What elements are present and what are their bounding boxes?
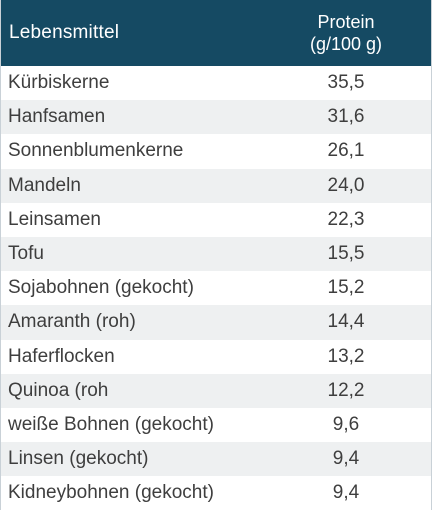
protein-value: 35,5 xyxy=(327,72,365,94)
table-row: Kürbiskerne 35,5 xyxy=(1,66,431,101)
food-name: Amaranth (roh) xyxy=(8,311,136,333)
food-name: Haferflocken xyxy=(8,345,115,367)
table-row: Sonnenblumenkerne 26,1 xyxy=(1,134,431,169)
food-name: Hanfsamen xyxy=(8,106,106,128)
food-name: Tofu xyxy=(8,243,44,265)
protein-value: 9,4 xyxy=(332,448,360,470)
table-row: Leinsamen 22,3 xyxy=(1,202,431,237)
protein-value: 31,6 xyxy=(327,106,365,128)
table-row: Mandeln 24,0 xyxy=(1,168,431,203)
food-name: Kidneybohnen (gekocht) xyxy=(8,482,214,504)
table-row: Haferflocken 13,2 xyxy=(1,339,431,374)
protein-value: 13,2 xyxy=(327,345,365,367)
protein-value: 15,2 xyxy=(327,277,365,299)
header-protein-line1: Protein xyxy=(317,12,375,32)
protein-value: 14,4 xyxy=(327,311,365,333)
protein-value: 9,4 xyxy=(332,482,360,504)
protein-value: 12,2 xyxy=(327,379,365,401)
protein-value: 26,1 xyxy=(327,140,365,162)
table-row: Linsen (gekocht) 9,4 xyxy=(1,442,431,477)
food-name: Sojabohnen (gekocht) xyxy=(8,277,194,299)
table-row: weiße Bohnen (gekocht) 9,6 xyxy=(1,407,431,443)
protein-value: 22,3 xyxy=(327,208,365,230)
food-name: Sonnenblumenkerne xyxy=(8,140,184,162)
food-name: Mandeln xyxy=(8,174,81,196)
protein-value: 15,5 xyxy=(327,243,365,265)
table-row: Sojabohnen (gekocht) 15,2 xyxy=(1,271,431,306)
protein-value: 9,6 xyxy=(332,413,360,435)
food-name: Quinoa (roh xyxy=(8,379,109,401)
table-row: Tofu 15,5 xyxy=(1,236,431,272)
table-row: Amaranth (roh) 14,4 xyxy=(1,305,431,340)
food-name: Linsen (gekocht) xyxy=(8,448,149,470)
protein-value: 24,0 xyxy=(327,174,365,196)
food-name: weiße Bohnen (gekocht) xyxy=(8,413,214,435)
header-food-label: Lebensmittel xyxy=(9,22,120,43)
table-row: Quinoa (roh 12,2 xyxy=(1,373,431,408)
table-row: Kidneybohnen (gekocht) 9,4 xyxy=(1,476,431,511)
header-protein-line2: (g/100 g) xyxy=(309,34,383,54)
table-body: Kürbiskerne 35,5 Hanfsamen 31,6 Sonnenblum… xyxy=(1,66,431,511)
header-protein-label: Protein (g/100 g) xyxy=(291,11,431,55)
food-name: Leinsamen xyxy=(8,208,101,230)
food-name: Kürbiskerne xyxy=(8,72,110,94)
table-row: Hanfsamen 31,6 xyxy=(1,100,431,135)
table-header: Lebensmittel Protein (g/100 g) xyxy=(1,0,431,66)
